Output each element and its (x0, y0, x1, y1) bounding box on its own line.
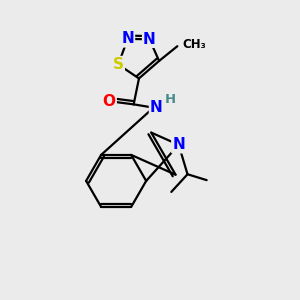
Text: N: N (143, 32, 156, 47)
Text: S: S (113, 57, 124, 72)
Text: N: N (172, 137, 185, 152)
Text: N: N (121, 32, 134, 46)
Text: N: N (150, 100, 163, 115)
Text: H: H (165, 93, 176, 106)
Text: CH₃: CH₃ (183, 38, 206, 51)
Text: O: O (103, 94, 116, 109)
